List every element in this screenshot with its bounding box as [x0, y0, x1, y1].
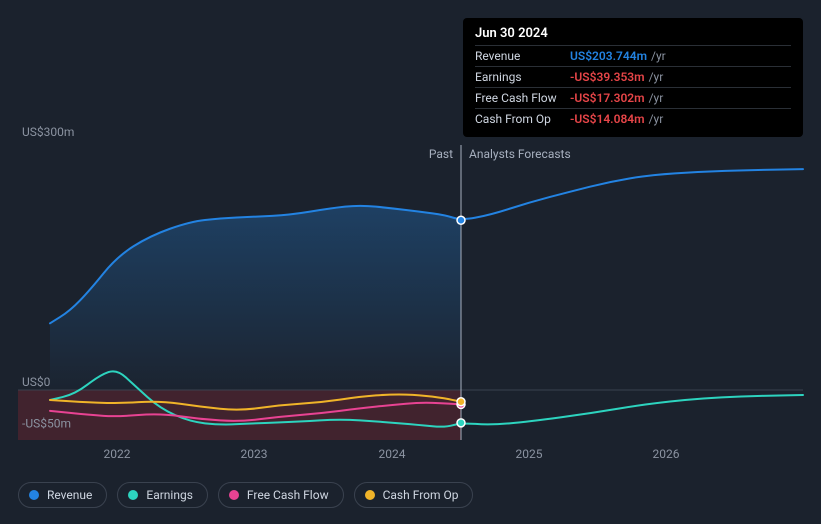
tooltip-row-value: -US$17.302m — [570, 91, 645, 105]
forecast-label: Analysts Forecasts — [469, 147, 571, 161]
earnings-color-dot — [128, 490, 138, 500]
earnings-marker — [457, 419, 465, 427]
y-tick-label: US$300m — [22, 125, 74, 139]
revenue-past-area — [50, 206, 461, 390]
x-tick-label: 2022 — [104, 447, 131, 461]
x-tick-label: 2023 — [241, 447, 268, 461]
legend: Revenue Earnings Free Cash Flow Cash From O… — [18, 482, 473, 508]
revenue-marker — [457, 216, 465, 224]
tooltip-row-label: Free Cash Flow — [475, 91, 570, 105]
x-tick-label: 2025 — [516, 447, 543, 461]
legend-item-earnings[interactable]: Earnings — [117, 482, 208, 508]
free_cash_flow-color-dot — [229, 490, 239, 500]
tooltip-row-unit: /yr — [649, 112, 664, 126]
x-tick-label: 2026 — [653, 447, 680, 461]
legend-item-revenue[interactable]: Revenue — [18, 482, 107, 508]
tooltip-row: Free Cash Flow-US$17.302m/yr — [475, 87, 791, 108]
past-label: Past — [429, 147, 453, 161]
legend-label: Earnings — [146, 488, 193, 502]
y-tick-label: US$0 — [22, 375, 51, 389]
tooltip-row-label: Earnings — [475, 70, 570, 84]
tooltip-row-label: Revenue — [475, 49, 570, 63]
tooltip-row: Cash From Op-US$14.084m/yr — [475, 108, 791, 129]
revenue-color-dot — [29, 490, 39, 500]
tooltip-row: RevenueUS$203.744m/yr — [475, 45, 791, 66]
legend-label: Free Cash Flow — [247, 488, 329, 502]
legend-item-cash_from_op[interactable]: Cash From Op — [354, 482, 474, 508]
y-tick-label: -US$50m — [22, 417, 71, 431]
tooltip-row-value: US$203.744m — [570, 49, 647, 63]
tooltip-row-unit: /yr — [651, 49, 666, 63]
legend-label: Revenue — [47, 488, 92, 502]
tooltip-date: Jun 30 2024 — [475, 26, 791, 41]
tooltip-row-value: -US$39.353m — [570, 70, 645, 84]
cash_from_op-marker — [457, 398, 465, 406]
tooltip-row-value: -US$14.084m — [570, 112, 645, 126]
data-tooltip: Jun 30 2024 RevenueUS$203.744m/yrEarning… — [463, 18, 803, 137]
tooltip-row-label: Cash From Op — [475, 112, 570, 126]
x-tick-label: 2024 — [379, 447, 406, 461]
cash_from_op-color-dot — [365, 490, 375, 500]
tooltip-row-unit: /yr — [649, 91, 664, 105]
legend-item-free_cash_flow[interactable]: Free Cash Flow — [218, 482, 344, 508]
legend-label: Cash From Op — [383, 488, 459, 502]
earnings-revenue-chart: Past Analysts Forecasts US$300m US$0 -US$50m… — [0, 0, 821, 524]
tooltip-row: Earnings-US$39.353m/yr — [475, 66, 791, 87]
tooltip-row-unit: /yr — [649, 70, 664, 84]
